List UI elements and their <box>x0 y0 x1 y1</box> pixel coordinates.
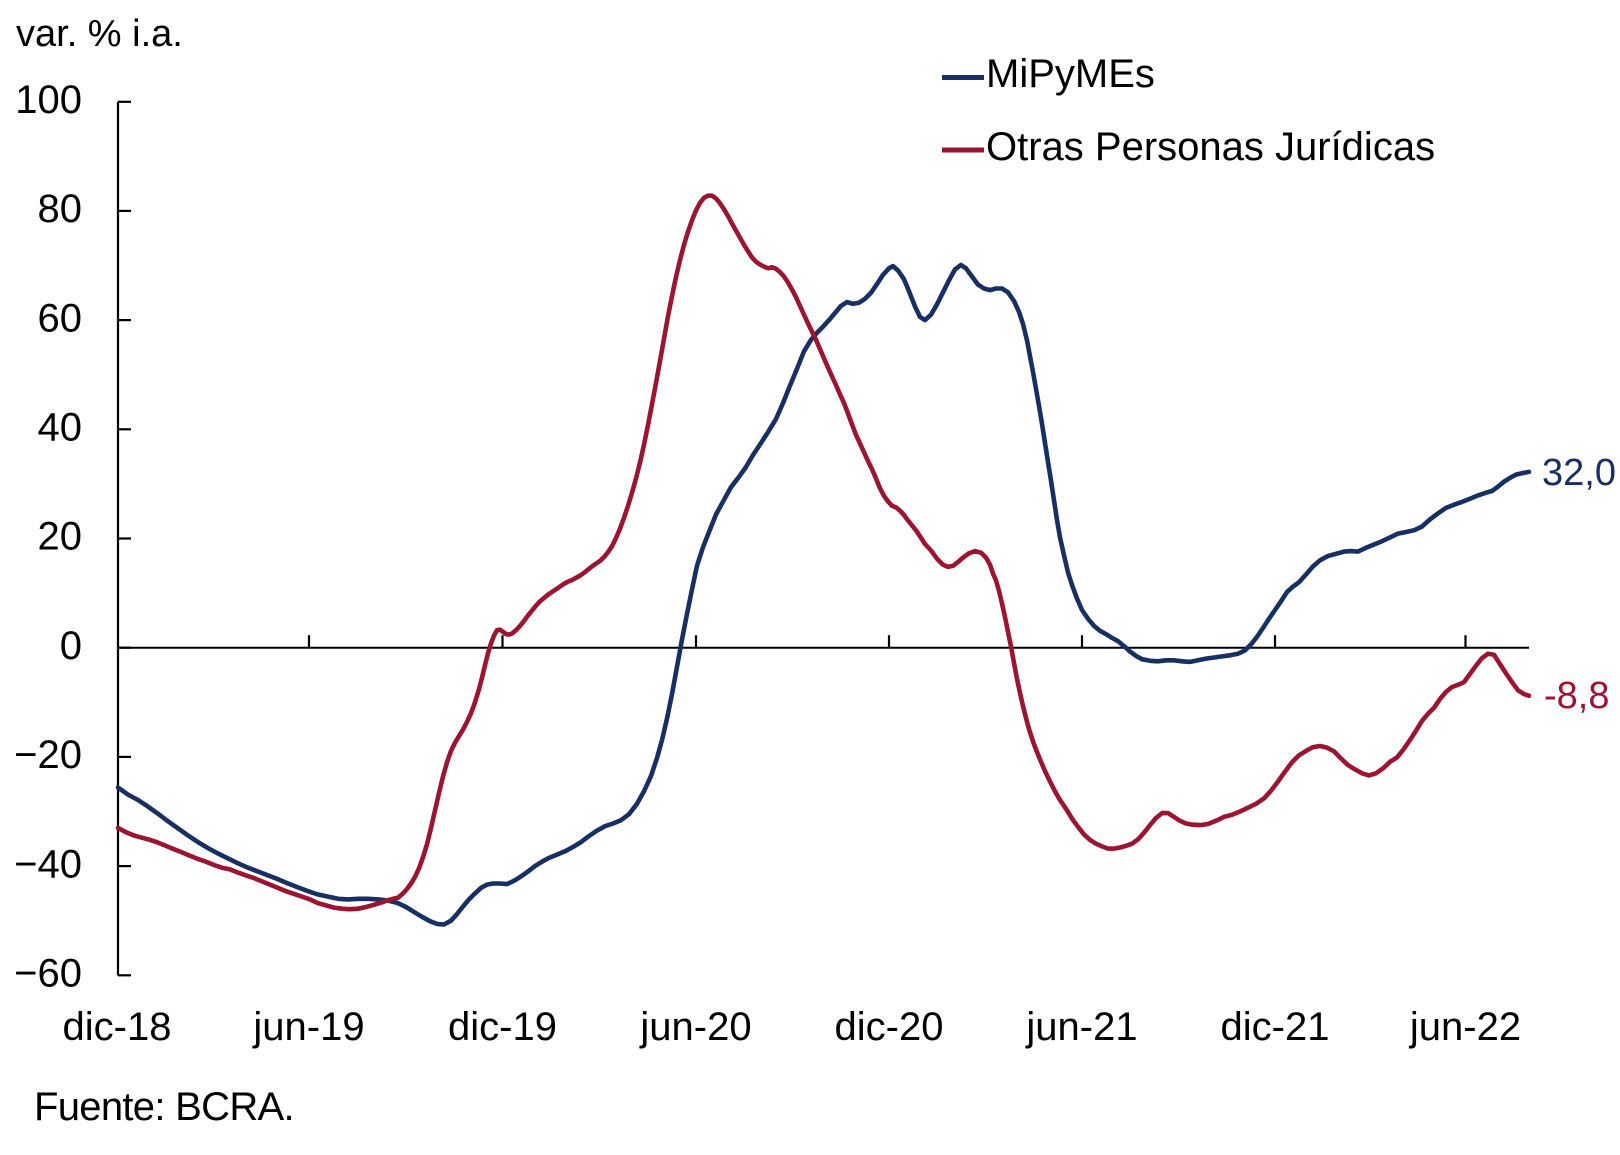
svg-text:jun-20: jun-20 <box>639 1005 751 1049</box>
svg-text:0: 0 <box>60 624 82 668</box>
svg-text:−40: −40 <box>14 842 82 886</box>
svg-text:dic-19: dic-19 <box>448 1005 557 1049</box>
svg-text:80: 80 <box>38 187 83 231</box>
svg-text:jun-21: jun-21 <box>1025 1005 1137 1049</box>
svg-text:−20: −20 <box>14 733 82 777</box>
svg-text:40: 40 <box>38 406 83 450</box>
svg-text:jun-19: jun-19 <box>252 1005 364 1049</box>
svg-text:dic-18: dic-18 <box>63 1005 172 1049</box>
svg-text:32,0: 32,0 <box>1542 452 1616 494</box>
svg-text:Otras Personas Jurídicas: Otras Personas Jurídicas <box>986 125 1435 169</box>
svg-text:100: 100 <box>15 78 82 122</box>
svg-text:−60: −60 <box>14 952 82 996</box>
svg-text:20: 20 <box>38 515 83 559</box>
svg-text:Fuente: BCRA.: Fuente: BCRA. <box>34 1085 294 1129</box>
svg-text:MiPyMEs: MiPyMEs <box>986 52 1155 96</box>
svg-text:jun-22: jun-22 <box>1409 1005 1521 1049</box>
svg-text:var. % i.a.: var. % i.a. <box>16 13 183 55</box>
svg-text:dic-21: dic-21 <box>1221 1005 1330 1049</box>
svg-text:60: 60 <box>38 296 83 340</box>
svg-text:-8,8: -8,8 <box>1544 675 1609 717</box>
svg-text:dic-20: dic-20 <box>835 1005 944 1049</box>
